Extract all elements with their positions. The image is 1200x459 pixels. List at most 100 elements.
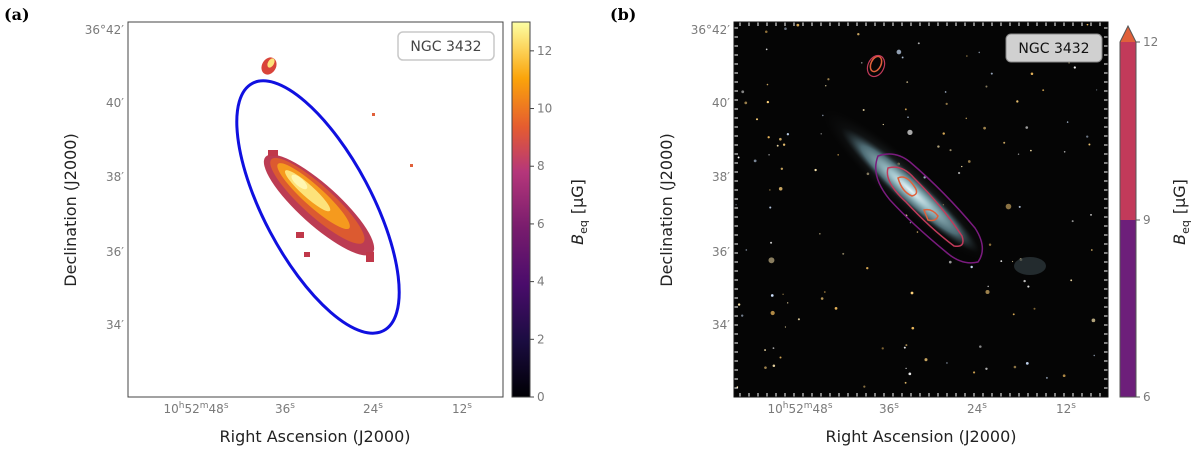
star <box>957 171 961 175</box>
star <box>827 78 830 81</box>
star <box>1091 318 1096 323</box>
star <box>765 30 768 34</box>
panel-b-border-ticks <box>734 22 1108 397</box>
star <box>779 356 782 359</box>
star <box>782 293 784 295</box>
star <box>745 249 748 251</box>
star <box>942 132 945 135</box>
star <box>814 168 817 172</box>
star <box>896 49 902 55</box>
star <box>769 189 771 191</box>
star <box>906 81 909 83</box>
star <box>987 285 989 288</box>
star <box>909 222 912 224</box>
star <box>766 100 770 104</box>
star <box>767 136 770 139</box>
star <box>882 123 884 126</box>
star <box>766 83 769 86</box>
star <box>985 367 988 370</box>
panel-a-x-ticks: 10h52m48s 36s 24s 12s <box>163 401 472 416</box>
y-tick-label: 36′ <box>712 245 730 259</box>
star <box>1045 376 1048 379</box>
star <box>881 347 884 350</box>
star <box>1030 149 1032 152</box>
colorbar-tick-label: 4 <box>537 275 545 289</box>
y-tick-label: 40′ <box>106 96 124 110</box>
star <box>765 48 768 51</box>
star <box>744 101 748 105</box>
panel-b: (b) NGC 3432 <box>610 5 1192 446</box>
star <box>764 366 767 369</box>
star <box>1012 313 1015 316</box>
star <box>769 206 772 209</box>
star <box>741 314 744 317</box>
star <box>924 358 928 362</box>
star <box>820 297 824 300</box>
star <box>1095 89 1098 91</box>
y-tick-label: 36′ <box>106 245 124 259</box>
star <box>1086 23 1089 26</box>
companion-galaxy <box>1014 257 1046 275</box>
star <box>1005 203 1012 210</box>
star <box>911 326 915 330</box>
star <box>979 345 982 348</box>
star <box>825 84 827 87</box>
star <box>1023 279 1026 283</box>
colorbar-tick-label: 2 <box>537 332 545 346</box>
colorbar-tick-label: 12 <box>1143 35 1158 49</box>
panel-a-y-axis-label: Declination (J2000) <box>61 133 80 286</box>
star <box>901 56 904 59</box>
star <box>1013 365 1017 369</box>
y-tick-label: 34′ <box>106 318 124 332</box>
panel-a-letter: (a) <box>4 5 30 24</box>
star <box>972 371 976 374</box>
colorbar-band-9-12 <box>1120 42 1136 220</box>
star <box>782 143 786 146</box>
star <box>916 231 919 233</box>
star <box>741 90 745 94</box>
star <box>1062 374 1066 378</box>
y-tick-label: 38′ <box>106 170 124 184</box>
star <box>772 364 776 368</box>
colorbar-band-6-9 <box>1120 220 1136 397</box>
star <box>1042 89 1045 92</box>
panel-b-image-content <box>735 23 1098 388</box>
star <box>1068 62 1070 64</box>
integration-ellipse <box>235 79 401 335</box>
star <box>904 108 907 111</box>
star <box>1018 205 1021 208</box>
contours <box>866 54 984 264</box>
panel-b-y-axis-label: Declination (J2000) <box>657 133 676 286</box>
star <box>737 303 741 306</box>
star <box>797 318 800 321</box>
star <box>866 266 869 270</box>
colorbar-tick-label: 9 <box>1143 213 1151 227</box>
star <box>907 129 913 135</box>
star <box>768 257 775 264</box>
star <box>937 145 940 148</box>
colorbar-gradient <box>511 21 531 398</box>
x-tick-label: 36s <box>275 401 295 416</box>
y-tick-label: 36°42′ <box>691 23 731 37</box>
star <box>908 372 912 376</box>
star <box>770 241 773 244</box>
star <box>834 307 838 310</box>
star <box>776 144 779 147</box>
star <box>862 108 865 111</box>
svg-text:NGC 3432: NGC 3432 <box>1018 41 1089 57</box>
colorbar-extend-arrow <box>1120 26 1136 42</box>
star <box>837 154 839 156</box>
star <box>753 159 757 163</box>
star <box>965 117 968 120</box>
x-tick-label: 12s <box>452 401 472 416</box>
star <box>1071 220 1074 223</box>
svg-text:NGC 3432: NGC 3432 <box>410 39 481 55</box>
star <box>1073 66 1076 69</box>
star <box>985 289 990 295</box>
star <box>1025 361 1029 365</box>
panel-b-letter: (b) <box>610 5 636 24</box>
star <box>983 126 986 130</box>
star <box>823 291 826 293</box>
panel-a: (a) <box>4 5 590 446</box>
